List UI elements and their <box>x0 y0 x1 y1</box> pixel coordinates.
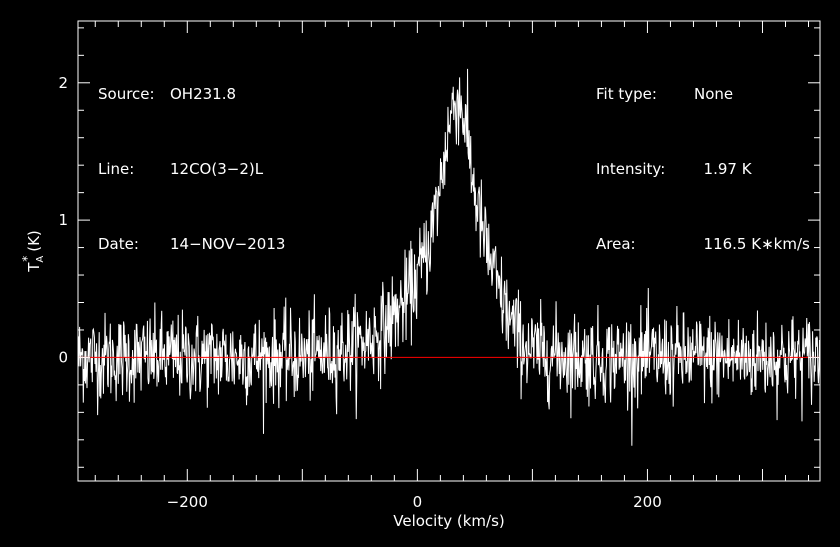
info-row-intensity: Intensity: 1.97 K <box>596 157 810 182</box>
info-key: Fit type: <box>596 85 657 103</box>
svg-text:TA*(K): TA* (K) <box>20 230 46 273</box>
plot-frame <box>77 20 821 482</box>
info-value: 14−NOV−2013 <box>170 235 286 253</box>
x-axis-label: Velocity (km/s) <box>393 512 504 530</box>
info-row-source: Source: OH231.8 <box>98 82 285 107</box>
y-axis-label-unit: (K) <box>25 230 43 252</box>
y-tick-label: 1 <box>58 211 68 229</box>
info-key: Date: <box>98 235 139 253</box>
info-key: Intensity: <box>596 160 666 178</box>
info-value: 116.5 K∗km/s <box>694 235 810 253</box>
info-value: None <box>694 85 734 103</box>
spectrum-info-right: Fit type: None Intensity: 1.97 K Area: 11… <box>596 32 810 282</box>
info-value: 1.97 K <box>694 160 752 178</box>
y-tick-label: 2 <box>58 74 68 92</box>
x-tick-label: 200 <box>633 493 662 511</box>
y-axis-label: TA* (K) <box>20 230 46 273</box>
y-tick-label: 0 <box>58 348 68 366</box>
x-tick-label: 0 <box>413 493 423 511</box>
info-key: Line: <box>98 160 135 178</box>
info-row-line: Line: 12CO(3−2)L <box>98 157 285 182</box>
y-axis-label-sub: A <box>35 256 46 263</box>
spectrum-info-left: Source: OH231.8 Line: 12CO(3−2)L Date: 14−N… <box>98 32 285 282</box>
info-key: Area: <box>596 235 636 253</box>
info-row-date: Date: 14−NOV−2013 <box>98 232 285 257</box>
info-row-fit-type: Fit type: None <box>596 82 810 107</box>
y-axis-label-sup: * <box>20 256 34 262</box>
info-key: Source: <box>98 85 155 103</box>
x-tick-label: −200 <box>167 493 208 511</box>
y-axis-label-main: T <box>25 262 43 273</box>
info-value: OH231.8 <box>170 85 237 103</box>
info-value: 12CO(3−2)L <box>170 160 264 178</box>
info-row-area: Area: 116.5 K∗km/s <box>596 232 810 257</box>
